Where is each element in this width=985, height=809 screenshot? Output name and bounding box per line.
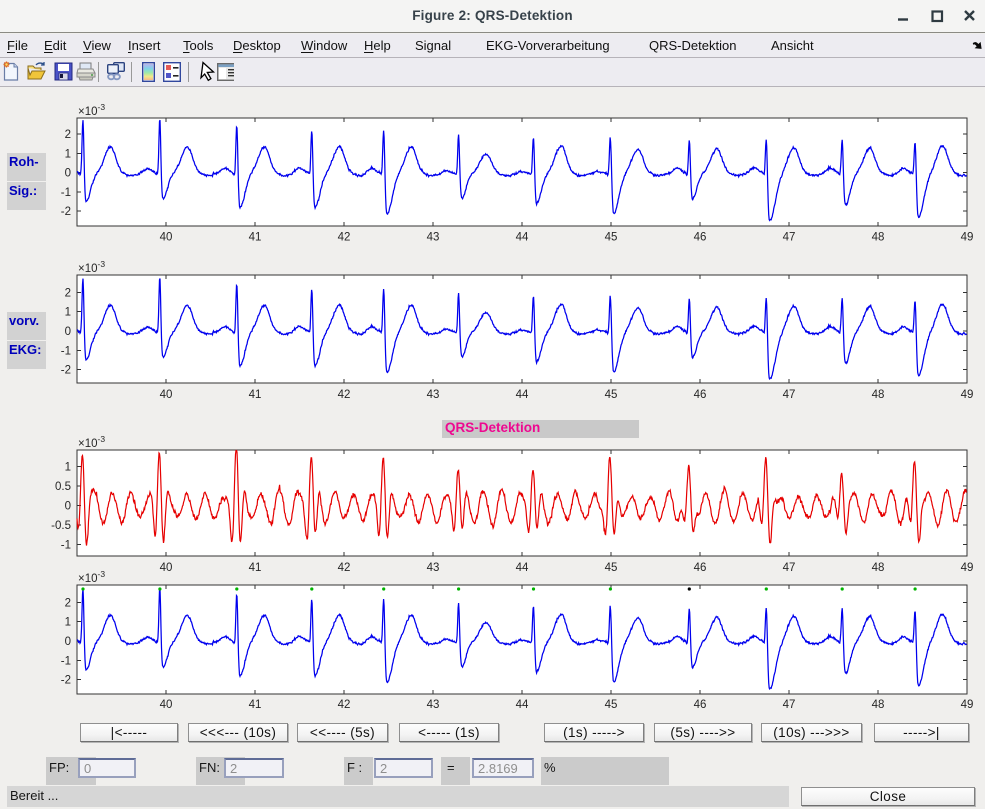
svg-text:43: 43 bbox=[427, 699, 440, 711]
svg-text:2: 2 bbox=[65, 129, 71, 141]
svg-text:41: 41 bbox=[249, 562, 262, 574]
svg-text:46: 46 bbox=[694, 232, 707, 244]
svg-text:47: 47 bbox=[783, 232, 796, 244]
svg-text:×10-3: ×10-3 bbox=[78, 259, 105, 275]
svg-text:0: 0 bbox=[65, 636, 71, 648]
svg-text:-2: -2 bbox=[61, 365, 71, 377]
svg-text:40: 40 bbox=[160, 562, 173, 574]
svg-text:-2: -2 bbox=[61, 675, 71, 687]
svg-text:49: 49 bbox=[961, 699, 974, 711]
svg-text:1: 1 bbox=[65, 617, 71, 629]
svg-text:44: 44 bbox=[516, 232, 529, 244]
svg-text:40: 40 bbox=[160, 699, 173, 711]
svg-text:42: 42 bbox=[338, 562, 351, 574]
svg-text:41: 41 bbox=[249, 699, 262, 711]
svg-text:-0.5: -0.5 bbox=[51, 520, 71, 532]
svg-text:40: 40 bbox=[160, 389, 173, 401]
svg-text:×10-3: ×10-3 bbox=[78, 569, 105, 585]
svg-text:47: 47 bbox=[783, 562, 796, 574]
svg-text:43: 43 bbox=[427, 389, 440, 401]
svg-text:48: 48 bbox=[872, 232, 885, 244]
svg-text:41: 41 bbox=[249, 389, 262, 401]
svg-text:45: 45 bbox=[605, 232, 618, 244]
svg-text:-1: -1 bbox=[61, 540, 71, 552]
svg-text:-1: -1 bbox=[61, 187, 71, 199]
svg-text:×10-3: ×10-3 bbox=[78, 434, 105, 450]
svg-text:2: 2 bbox=[65, 597, 71, 609]
svg-text:49: 49 bbox=[961, 389, 974, 401]
svg-text:42: 42 bbox=[338, 699, 351, 711]
svg-text:0.5: 0.5 bbox=[55, 481, 71, 493]
svg-text:1: 1 bbox=[65, 462, 71, 474]
svg-text:48: 48 bbox=[872, 389, 885, 401]
svg-text:49: 49 bbox=[961, 562, 974, 574]
svg-text:41: 41 bbox=[249, 232, 262, 244]
svg-text:44: 44 bbox=[516, 389, 529, 401]
svg-text:48: 48 bbox=[872, 699, 885, 711]
svg-text:×10-3: ×10-3 bbox=[78, 102, 105, 118]
svg-text:45: 45 bbox=[605, 389, 618, 401]
svg-text:0: 0 bbox=[65, 326, 71, 338]
svg-text:2: 2 bbox=[65, 287, 71, 299]
svg-text:1: 1 bbox=[65, 148, 71, 160]
svg-text:42: 42 bbox=[338, 389, 351, 401]
svg-text:44: 44 bbox=[516, 562, 529, 574]
svg-text:49: 49 bbox=[961, 232, 974, 244]
svg-text:45: 45 bbox=[605, 562, 618, 574]
svg-text:-1: -1 bbox=[61, 345, 71, 357]
svg-text:43: 43 bbox=[427, 232, 440, 244]
svg-text:46: 46 bbox=[694, 699, 707, 711]
svg-text:47: 47 bbox=[783, 389, 796, 401]
svg-text:46: 46 bbox=[694, 562, 707, 574]
svg-text:44: 44 bbox=[516, 699, 529, 711]
svg-text:47: 47 bbox=[783, 699, 796, 711]
svg-text:46: 46 bbox=[694, 389, 707, 401]
svg-text:-2: -2 bbox=[61, 206, 71, 218]
svg-text:48: 48 bbox=[872, 562, 885, 574]
svg-text:42: 42 bbox=[338, 232, 351, 244]
svg-text:1: 1 bbox=[65, 307, 71, 319]
svg-text:43: 43 bbox=[427, 562, 440, 574]
svg-text:0: 0 bbox=[65, 168, 71, 180]
svg-text:0: 0 bbox=[65, 501, 71, 513]
svg-text:-1: -1 bbox=[61, 655, 71, 667]
svg-text:40: 40 bbox=[160, 232, 173, 244]
svg-text:45: 45 bbox=[605, 699, 618, 711]
